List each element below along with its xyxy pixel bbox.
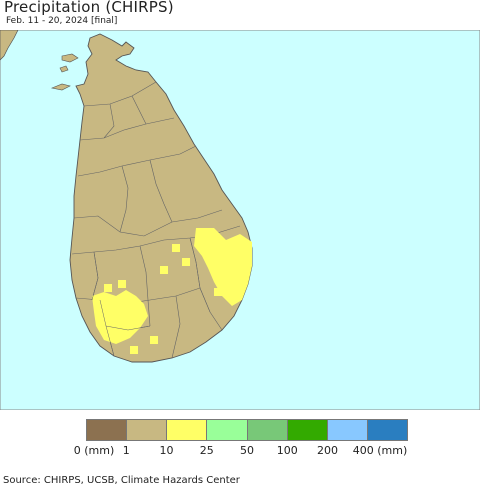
legend-swatch <box>127 420 168 440</box>
legend-tick-label: 200 <box>317 444 338 457</box>
legend-tick-label: 400 (mm) <box>352 444 408 457</box>
jaffna-islet <box>61 53 79 63</box>
source-note: Source: CHIRPS, UCSB, Climate Hazards Ce… <box>3 475 240 486</box>
legend-tick-label: 50 <box>240 444 254 457</box>
small-islet <box>59 65 69 73</box>
legend-tick-label: 100 <box>276 444 298 457</box>
legend-swatch <box>207 420 248 440</box>
precipitation-map <box>0 30 480 410</box>
legend-tick-label: 25 <box>199 444 214 457</box>
legend-tick-label: 0 (mm) <box>73 444 115 457</box>
mannar-islet <box>50 83 71 91</box>
legend-swatch <box>287 420 328 440</box>
legend-swatch <box>367 420 407 440</box>
color-legend <box>86 419 408 441</box>
legend-swatch <box>87 420 128 440</box>
map-title: Precipitation (CHIRPS) <box>4 0 174 16</box>
legend-tick-label: 10 <box>159 444 174 457</box>
legend-swatch <box>247 420 288 440</box>
legend-swatch <box>327 420 368 440</box>
rainfall-10-25mm <box>92 228 252 354</box>
map-subtitle: Feb. 11 - 20, 2024 [final] <box>6 16 118 26</box>
india-landmass <box>0 30 19 61</box>
legend-tick-label: 1 <box>122 444 130 457</box>
legend-swatch <box>167 420 208 440</box>
